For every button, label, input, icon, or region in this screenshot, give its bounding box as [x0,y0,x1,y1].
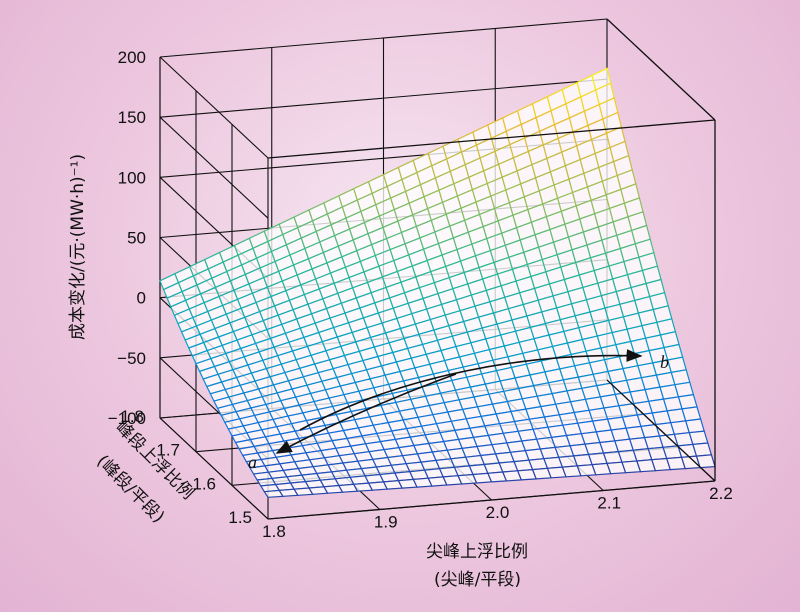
annotation-a: a [248,452,257,472]
grid-line [159,417,269,520]
z-tick-label: 150 [118,108,146,127]
y-tick-label: 1.6 [192,474,216,493]
x-tick-label: 2.2 [709,484,733,503]
surface-cell [695,454,716,469]
z-tick-label: 50 [127,229,146,248]
box-edge [606,18,716,121]
grid-line [159,116,269,219]
grid-line [159,78,608,118]
annotations: ab [248,349,669,472]
surface-cell [684,418,705,434]
x-axis-label-line2: (尖峰/平段) [434,570,521,590]
surface-cell [692,442,713,457]
z-tick-label: −100 [108,409,146,428]
x-tick-label: 1.8 [262,522,286,541]
box-edge [267,480,716,520]
x-axis-label-line1: 尖峰上浮比例 [426,542,528,562]
z-tick-label: 200 [118,48,146,67]
box-edge [267,119,716,159]
annotation-b: b [660,352,669,372]
x-tick-label: 1.9 [374,513,398,532]
y-tick-label: 1.8 [120,407,144,426]
z-tick-label: 0 [137,289,146,308]
box-edge [606,379,716,482]
z-axis-label: 成本变化/(元·(MW·h)⁻¹) [68,154,88,340]
arrow-a [275,373,457,454]
y-tick-label: 1.5 [228,508,252,527]
grid-line [159,56,269,159]
z-tick-label: 100 [118,168,146,187]
arrow-b [299,349,643,431]
x-tick-label: 2.0 [486,503,510,522]
x-tick-label: 2.1 [597,494,621,513]
y-tick-label: 1.7 [156,441,180,460]
z-tick-label: −50 [117,349,146,368]
grid-line [159,18,608,58]
surface-cell [688,430,709,446]
surface-mesh [159,67,716,498]
axes-box-front [267,18,716,520]
